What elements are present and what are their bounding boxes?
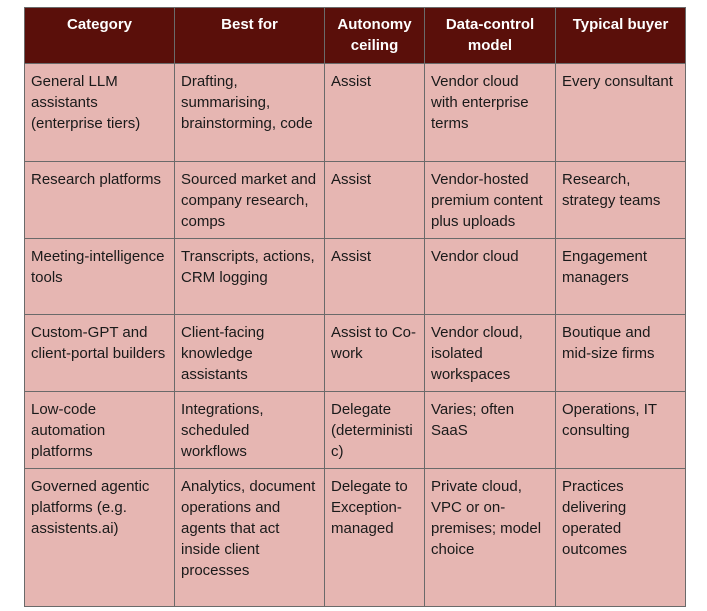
cell-best-for: Integrations, scheduled workflows xyxy=(174,391,325,469)
table-row: General LLM assistants (enterprise tiers… xyxy=(24,63,686,162)
cell-typical-buyer: Research, strategy teams xyxy=(555,161,686,239)
header-data-control-model: Data-control model xyxy=(424,7,556,64)
cell-typical-buyer: Every consultant xyxy=(555,63,686,162)
cell-autonomy-ceiling: Assist to Co-work xyxy=(324,314,425,392)
cell-typical-buyer: Engagement managers xyxy=(555,238,686,315)
table-row: Governed agentic platforms (e.g. assiste… xyxy=(24,468,686,607)
table-row: Research platforms Sourced market and co… xyxy=(24,161,686,239)
cell-autonomy-ceiling: Assist xyxy=(324,238,425,315)
cell-autonomy-ceiling: Delegate to Exception-managed xyxy=(324,468,425,607)
cell-data-control-model: Varies; often SaaS xyxy=(424,391,556,469)
table-row: Low-code automation platforms Integratio… xyxy=(24,391,686,469)
comparison-table: Category Best for Autonomy ceiling Data-… xyxy=(24,7,686,607)
cell-data-control-model: Vendor cloud xyxy=(424,238,556,315)
cell-best-for: Client-facing knowledge assistants xyxy=(174,314,325,392)
cell-category: Custom-GPT and client-portal builders xyxy=(24,314,175,392)
header-typical-buyer: Typical buyer xyxy=(555,7,686,64)
header-autonomy-ceiling: Autonomy ceiling xyxy=(324,7,425,64)
cell-data-control-model: Vendor cloud, isolated workspaces xyxy=(424,314,556,392)
cell-autonomy-ceiling: Assist xyxy=(324,63,425,162)
table-row: Custom-GPT and client-portal builders Cl… xyxy=(24,314,686,392)
comparison-table-container: Category Best for Autonomy ceiling Data-… xyxy=(24,7,686,607)
table-row: Meeting-intelligence tools Transcripts, … xyxy=(24,238,686,315)
cell-typical-buyer: Operations, IT consulting xyxy=(555,391,686,469)
cell-best-for: Drafting, summarising, brainstorming, co… xyxy=(174,63,325,162)
cell-typical-buyer: Boutique and mid-size firms xyxy=(555,314,686,392)
cell-data-control-model: Private cloud, VPC or on-premises; model… xyxy=(424,468,556,607)
header-best-for: Best for xyxy=(174,7,325,64)
header-category: Category xyxy=(24,7,175,64)
cell-category: Governed agentic platforms (e.g. assiste… xyxy=(24,468,175,607)
header-row: Category Best for Autonomy ceiling Data-… xyxy=(24,7,686,64)
cell-autonomy-ceiling: Assist xyxy=(324,161,425,239)
cell-data-control-model: Vendor-hosted premium content plus uploa… xyxy=(424,161,556,239)
cell-typical-buyer: Practices delivering operated outcomes xyxy=(555,468,686,607)
cell-best-for: Sourced market and company research, com… xyxy=(174,161,325,239)
cell-category: Research platforms xyxy=(24,161,175,239)
cell-data-control-model: Vendor cloud with enterprise terms xyxy=(424,63,556,162)
cell-best-for: Analytics, document operations and agent… xyxy=(174,468,325,607)
cell-category: Meeting-intelligence tools xyxy=(24,238,175,315)
cell-best-for: Transcripts, actions, CRM logging xyxy=(174,238,325,315)
cell-autonomy-ceiling: Delegate (deterministic) xyxy=(324,391,425,469)
cell-category: General LLM assistants (enterprise tiers… xyxy=(24,63,175,162)
cell-category: Low-code automation platforms xyxy=(24,391,175,469)
